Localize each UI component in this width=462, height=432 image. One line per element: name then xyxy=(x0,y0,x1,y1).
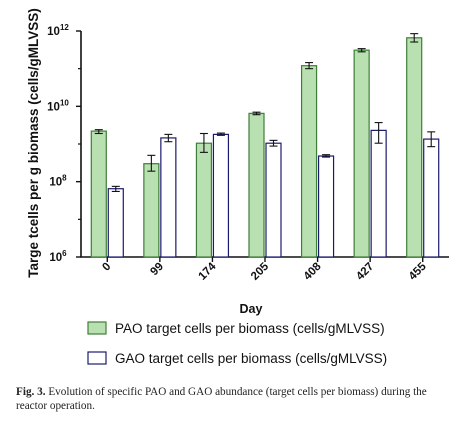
y-tick-label: 1010 xyxy=(47,98,69,113)
gao-error-bar-427 xyxy=(374,122,383,144)
pao-bar-99 xyxy=(143,163,160,258)
legend-label-pao: PAO target cells per biomass (cells/gMLV… xyxy=(115,321,385,336)
gao-bar-427 xyxy=(370,129,387,258)
y-tick-label: 106 xyxy=(49,249,67,264)
x-tick-label-174: 174 xyxy=(196,260,218,282)
pao-error-bar-408 xyxy=(305,62,314,70)
pao-error-bar-99 xyxy=(147,154,156,172)
legend: PAO target cells per biomass (cells/gMLV… xyxy=(87,321,387,366)
x-tick-label-408: 408 xyxy=(302,260,324,282)
pao-error-bar-427 xyxy=(357,48,366,53)
pao-bar-205 xyxy=(248,112,265,258)
pao-bar-0 xyxy=(90,130,107,258)
x-tick-label-455: 455 xyxy=(407,260,429,282)
gao-bar-99 xyxy=(160,137,177,258)
x-axis-label: Day xyxy=(240,302,263,316)
y-tick-label: 108 xyxy=(49,174,67,189)
gao-error-bar-455 xyxy=(427,131,436,148)
legend-swatch-gao xyxy=(87,351,107,365)
plot-area: 106 108 1010 1012 0 99 174 205 408 427 455 xyxy=(47,23,449,283)
gao-bar-205 xyxy=(265,142,282,258)
gao-error-bar-174 xyxy=(216,132,225,136)
gao-bar-455 xyxy=(423,138,440,258)
x-tick-label-205: 205 xyxy=(249,260,271,282)
gao-bar-0 xyxy=(107,188,124,258)
pao-error-bar-455 xyxy=(410,33,419,43)
pao-bar-408 xyxy=(300,65,318,258)
gao-error-bar-408 xyxy=(322,154,331,158)
gao-bar-174 xyxy=(212,133,230,258)
caption-text: Evolution of specific PAO and GAO abunda… xyxy=(16,386,427,412)
y-axis-label: Targe tcells per g biomass (cells/gMLVSS… xyxy=(26,8,41,278)
gao-error-bar-99 xyxy=(164,133,173,143)
gao-bar-408 xyxy=(317,155,335,258)
caption-label: Fig. 3. xyxy=(16,386,46,398)
pao-bar-455 xyxy=(406,37,423,258)
pao-error-bar-205 xyxy=(252,111,261,116)
pao-bar-174 xyxy=(195,142,213,258)
pao-error-bar-0 xyxy=(94,129,103,135)
figure-caption: Fig. 3. Evolution of specific PAO and GA… xyxy=(16,385,454,413)
x-tick-label-99: 99 xyxy=(148,261,166,279)
x-tick-label-0: 0 xyxy=(100,261,113,274)
x-tick-label-427: 427 xyxy=(354,261,376,283)
legend-swatch-pao xyxy=(87,321,107,335)
gao-error-bar-205 xyxy=(269,139,278,147)
pao-bar-427 xyxy=(353,49,370,258)
legend-label-gao: GAO target cells per biomass (cells/gMLV… xyxy=(115,351,387,366)
gao-error-bar-0 xyxy=(111,185,120,192)
y-tick-label: 1012 xyxy=(47,23,69,38)
pao-error-bar-174 xyxy=(199,132,208,153)
